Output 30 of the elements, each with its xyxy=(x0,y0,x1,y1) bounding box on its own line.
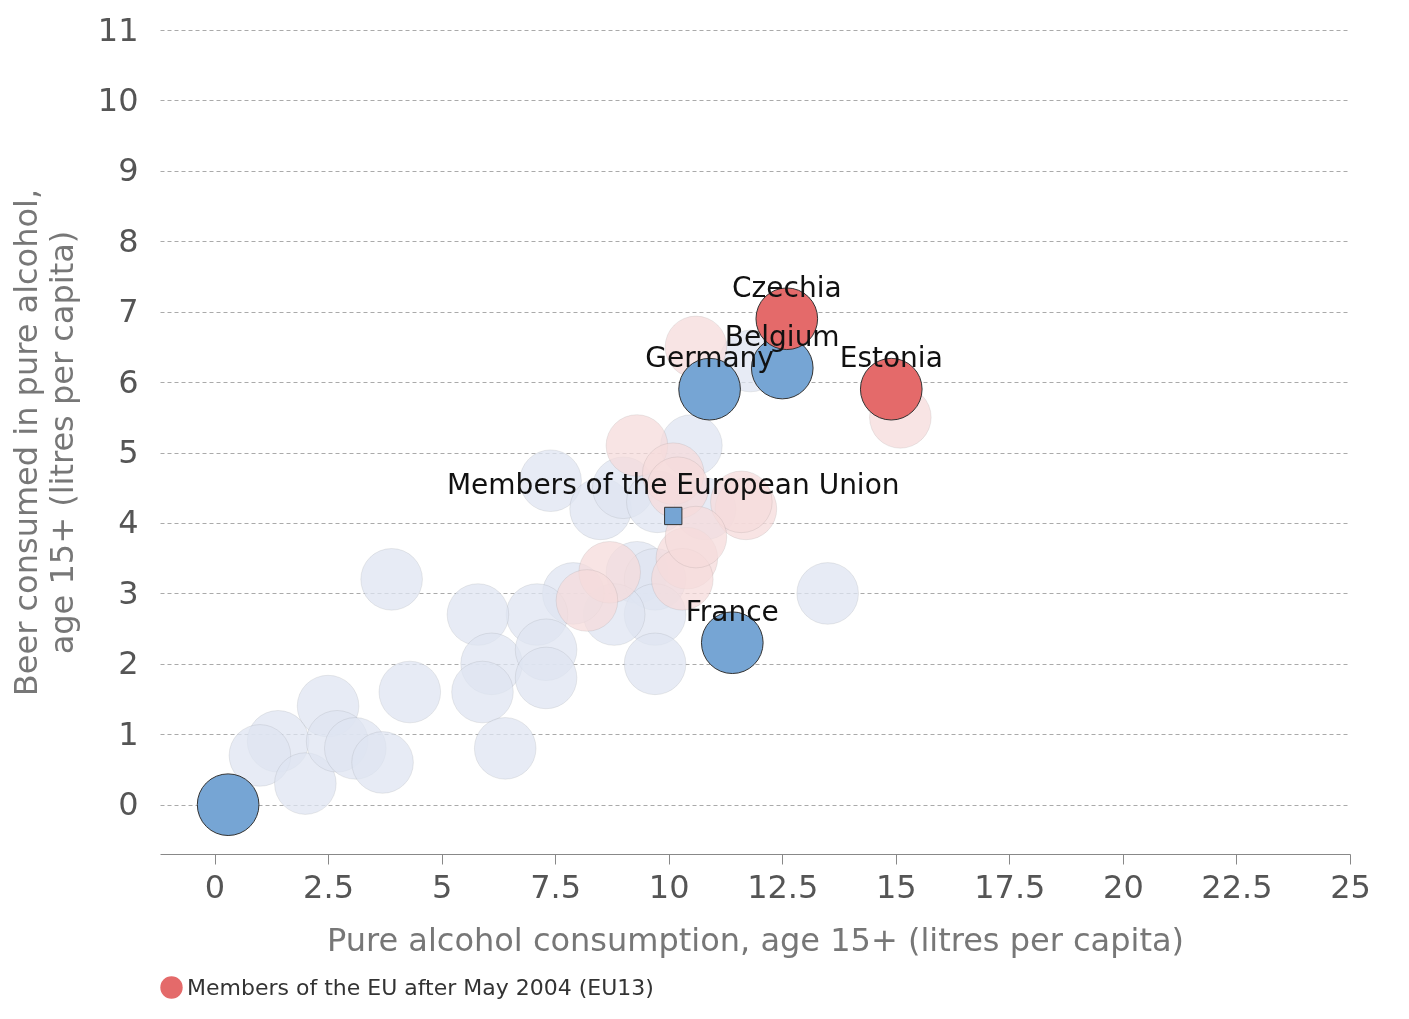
y-tick-label: 0 xyxy=(118,785,139,824)
x-tick-label: 17.5 xyxy=(974,867,1046,906)
x-tick-label: 0 xyxy=(204,867,226,906)
y-tick-label: 2 xyxy=(118,644,139,683)
y-tick-label: 3 xyxy=(118,573,139,612)
x-tick-label: 12.5 xyxy=(747,867,819,906)
legend-label: Members of the EU after May 2004 (EU13) xyxy=(187,974,654,1000)
y-tick-label: 1 xyxy=(118,714,139,753)
y-axis-title: Beer consumed in pure alcohol, age 15+ (litres per capita) xyxy=(6,188,81,697)
y-tick-label: 8 xyxy=(118,221,139,260)
y-tick-label: 4 xyxy=(118,503,139,542)
x-tick-label: 10 xyxy=(648,867,690,906)
x-tick-label: 20 xyxy=(1103,867,1144,906)
y-tick-label: 9 xyxy=(118,151,139,190)
x-tick-label: 7.5 xyxy=(530,867,582,906)
annotation: Members of the European Union xyxy=(446,467,900,501)
x-tick-label: 15 xyxy=(875,867,917,906)
y-tick-label: 7 xyxy=(118,292,139,331)
y-tick-label: 11 xyxy=(97,10,139,49)
x-axis-title: Pure alcohol consumption, age 15+ (litres per capita) xyxy=(326,920,1185,959)
x-tick-label: 5 xyxy=(431,867,453,906)
x-tick-label: 22.5 xyxy=(1201,867,1273,906)
x-tick-label: 25 xyxy=(1330,867,1371,906)
annotation: France xyxy=(685,594,779,628)
annotation: Czechia xyxy=(732,270,842,304)
x-tick-label: 2.5 xyxy=(303,867,354,906)
annotation: Estonia xyxy=(839,341,943,375)
y-tick-label: 6 xyxy=(118,362,139,401)
y-tick-label: 5 xyxy=(118,433,139,472)
y-tick-label: 10 xyxy=(97,80,139,119)
